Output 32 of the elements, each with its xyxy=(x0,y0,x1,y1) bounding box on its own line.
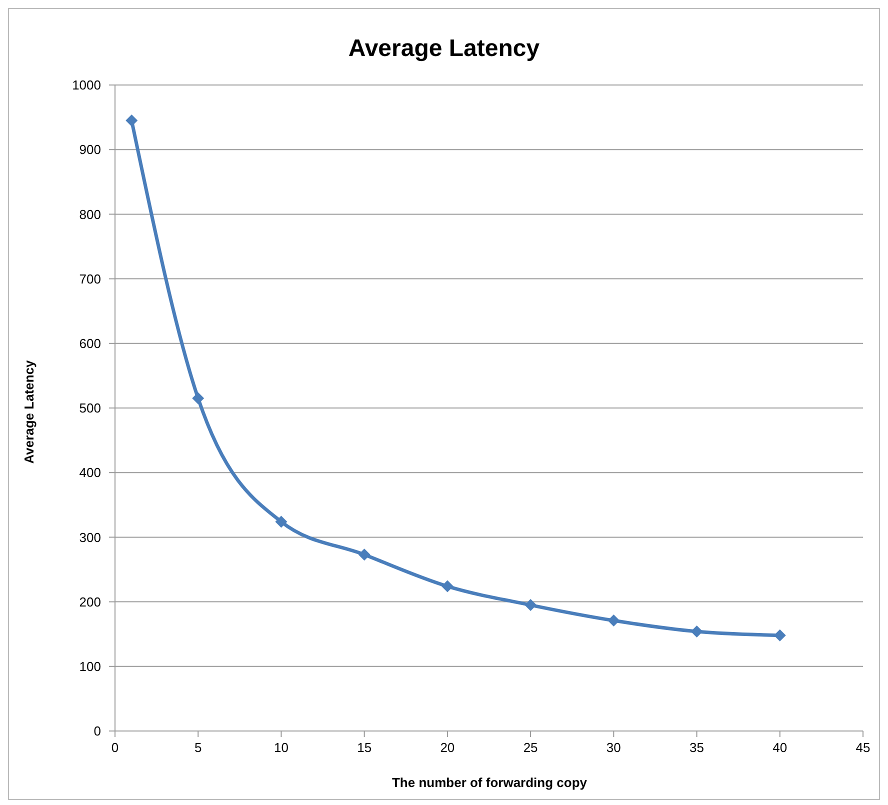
point xyxy=(524,599,537,612)
y-tick-label: 300 xyxy=(79,530,101,545)
chart-title: Average Latency xyxy=(347,35,541,63)
x-tick-label: 0 xyxy=(111,740,119,756)
x-axis-title: The number of forwarding copy xyxy=(390,775,588,790)
y-tick-label: 600 xyxy=(79,336,101,352)
x-tick-label: 45 xyxy=(856,740,870,756)
x-tick-label: 25 xyxy=(523,740,538,756)
y-axis-title: Average Latency xyxy=(22,360,36,464)
x-tick-label: 35 xyxy=(690,740,704,756)
x-tick-label: 10 xyxy=(274,740,288,756)
point xyxy=(192,392,204,404)
point xyxy=(441,580,454,592)
y-tick-label: 700 xyxy=(79,271,101,286)
y-tick-label: 200 xyxy=(79,594,101,610)
point xyxy=(690,626,703,638)
x-tick-label: 40 xyxy=(772,740,788,756)
x-tick-label: 15 xyxy=(357,740,372,756)
point xyxy=(608,614,620,627)
y-tick-label: 1000 xyxy=(72,78,101,93)
x-tick-label: 30 xyxy=(606,740,621,756)
y-tick-label: 500 xyxy=(79,400,101,416)
x-tick-label: 5 xyxy=(194,740,202,756)
point xyxy=(275,516,288,528)
y-tick-label: 900 xyxy=(79,142,101,158)
point xyxy=(126,114,138,127)
x-tick-label: 20 xyxy=(440,740,455,756)
y-tick-label: 800 xyxy=(79,206,101,222)
y-tick-label: 400 xyxy=(79,465,101,480)
y-tick-label: 0 xyxy=(94,724,101,739)
point xyxy=(358,548,370,561)
y-tick-label: 100 xyxy=(79,659,101,674)
